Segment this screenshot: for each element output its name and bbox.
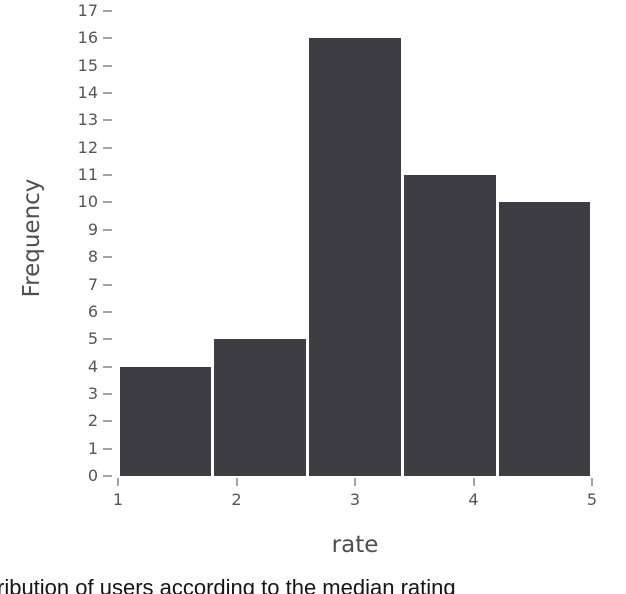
- x-tick-label: 1: [112, 490, 124, 509]
- y-tick-label: 10: [77, 192, 98, 212]
- y-tick-label: 2: [87, 411, 98, 431]
- y-tick-label: 6: [87, 301, 98, 321]
- y-tick-mark: [103, 338, 112, 341]
- y-tick-mark: [103, 283, 112, 286]
- x-tick-label: 3: [349, 490, 361, 509]
- x-tick-mark: [591, 478, 593, 486]
- y-tick-label: 11: [77, 165, 98, 185]
- y-tick-mark: [103, 392, 112, 395]
- y-tick-mark: [103, 420, 112, 423]
- y-tick-mark: [103, 201, 112, 204]
- x-tick-label: 2: [231, 490, 242, 509]
- y-tick-label: 8: [87, 247, 98, 267]
- y-tick-mark: [103, 228, 112, 231]
- x-tick-mark: [472, 478, 475, 486]
- y-tick-mark: [103, 365, 112, 368]
- x-tick-label: 4: [468, 490, 479, 509]
- histogram-bar: [214, 339, 307, 476]
- y-tick-mark: [103, 475, 112, 477]
- y-tick-label: 12: [77, 137, 98, 157]
- x-tick-label: 5: [586, 490, 598, 509]
- y-tick-label: 4: [87, 356, 98, 376]
- caption: ribution of users according to the media…: [0, 575, 456, 594]
- y-tick-label: 5: [87, 329, 98, 349]
- y-tick-label: 13: [77, 110, 98, 130]
- histogram-bar: [498, 202, 591, 476]
- y-tick-mark: [103, 119, 112, 122]
- y-axis-title: Frequency: [19, 178, 45, 298]
- y-tick-mark: [103, 64, 112, 67]
- y-tick-label: 0: [87, 466, 98, 485]
- y-tick-label: 9: [87, 219, 98, 239]
- x-tick-mark: [354, 478, 356, 486]
- x-tick-mark: [235, 478, 238, 486]
- y-tick-label: 16: [77, 28, 98, 48]
- y-tick-label: 14: [77, 83, 98, 103]
- y-tick-label: 15: [77, 55, 98, 75]
- y-tick-mark: [103, 146, 112, 149]
- histogram-bar: [403, 175, 496, 476]
- y-tick-label: 17: [77, 1, 98, 20]
- y-tick-mark: [103, 447, 112, 450]
- y-tick-mark: [103, 92, 112, 95]
- plot-area: [118, 8, 592, 476]
- histogram-bar: [119, 366, 212, 476]
- y-tick-mark: [103, 37, 112, 40]
- histogram-bar: [309, 38, 401, 476]
- y-tick-label: 1: [87, 438, 98, 458]
- x-tick-mark: [117, 478, 119, 486]
- y-tick-label: 7: [87, 274, 98, 294]
- x-axis-title: rate: [331, 532, 379, 558]
- y-tick-label: 3: [87, 383, 98, 403]
- y-tick-mark: [103, 256, 112, 259]
- y-tick-mark: [103, 174, 112, 177]
- y-tick-mark: [103, 10, 112, 12]
- y-tick-mark: [103, 310, 112, 313]
